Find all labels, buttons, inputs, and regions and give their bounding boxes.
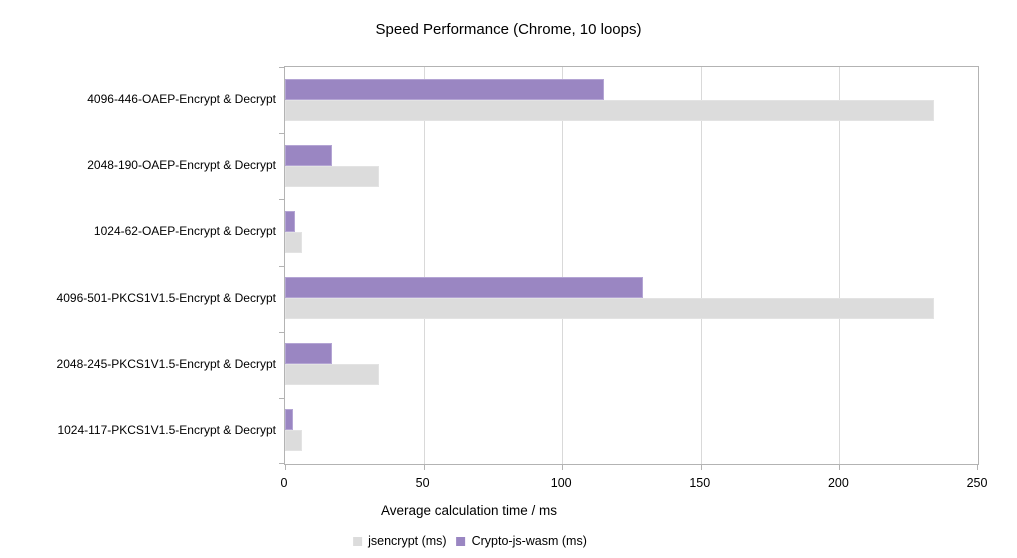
legend-item: Crypto-js-wasm (ms) [456, 534, 587, 548]
category-label: 4096-446-OAEP-Encrypt & Decrypt [87, 92, 276, 107]
category-label: 2048-245-PKCS1V1.5-Encrypt & Decrypt [56, 356, 276, 371]
x-tick-label: 0 [280, 476, 288, 490]
x-tick-label: 100 [550, 476, 572, 490]
bar-crypto-js-wasm [285, 210, 295, 232]
x-tick-mark [285, 464, 286, 470]
x-tick-label: 200 [827, 476, 849, 490]
x-tick-mark [562, 464, 564, 470]
gridline [700, 67, 702, 464]
x-tick-mark [423, 464, 425, 470]
x-tick-mark [839, 464, 841, 470]
bar-jsencrypt [285, 231, 302, 253]
chart-title: Speed Performance (Chrome, 10 loops) [375, 21, 642, 38]
plot-area [279, 66, 979, 470]
y-tick-mark [279, 398, 285, 399]
category-label: 4096-501-PKCS1V1.5-Encrypt & Decrypt [56, 290, 276, 305]
bar-jsencrypt [285, 165, 380, 187]
x-tick-label: 150 [689, 476, 711, 490]
gridline [562, 67, 564, 464]
x-tick-label: 50 [415, 476, 430, 490]
legend: jsencrypt (ms) Crypto-js-wasm (ms) [353, 534, 587, 548]
legend-label: Crypto-js-wasm (ms) [471, 534, 587, 548]
bar-jsencrypt [285, 364, 380, 386]
gridline [423, 67, 425, 464]
bar-crypto-js-wasm [285, 409, 294, 431]
legend-item: jsencrypt (ms) [353, 534, 447, 548]
legend-label: jsencrypt (ms) [368, 534, 447, 548]
category-label: 1024-117-PKCS1V1.5-Encrypt & Decrypt [57, 422, 276, 437]
legend-swatch-crypto-js-wasm [456, 536, 466, 546]
y-tick-mark [279, 199, 285, 200]
y-tick-mark [279, 463, 285, 464]
bar-jsencrypt [285, 99, 934, 121]
bar-jsencrypt [285, 298, 934, 319]
bar-jsencrypt [285, 430, 302, 452]
bar-crypto-js-wasm [285, 343, 333, 365]
gridline [839, 67, 841, 464]
category-label: 1024-62-OAEP-Encrypt & Decrypt [93, 224, 276, 239]
y-tick-mark [279, 332, 285, 333]
x-tick-label: 250 [966, 476, 988, 490]
y-tick-mark [279, 133, 285, 134]
bar-crypto-js-wasm [285, 144, 333, 166]
x-tick-mark [977, 464, 978, 470]
category-label: 2048-190-OAEP-Encrypt & Decrypt [87, 158, 276, 173]
y-tick-mark [279, 67, 285, 68]
bar-crypto-js-wasm [285, 277, 643, 298]
bar-crypto-js-wasm [285, 78, 604, 100]
x-axis-title: Average calculation time / ms [380, 503, 558, 518]
y-tick-mark [279, 266, 285, 267]
legend-swatch-jsencrypt [353, 536, 363, 546]
x-tick-mark [700, 464, 702, 470]
